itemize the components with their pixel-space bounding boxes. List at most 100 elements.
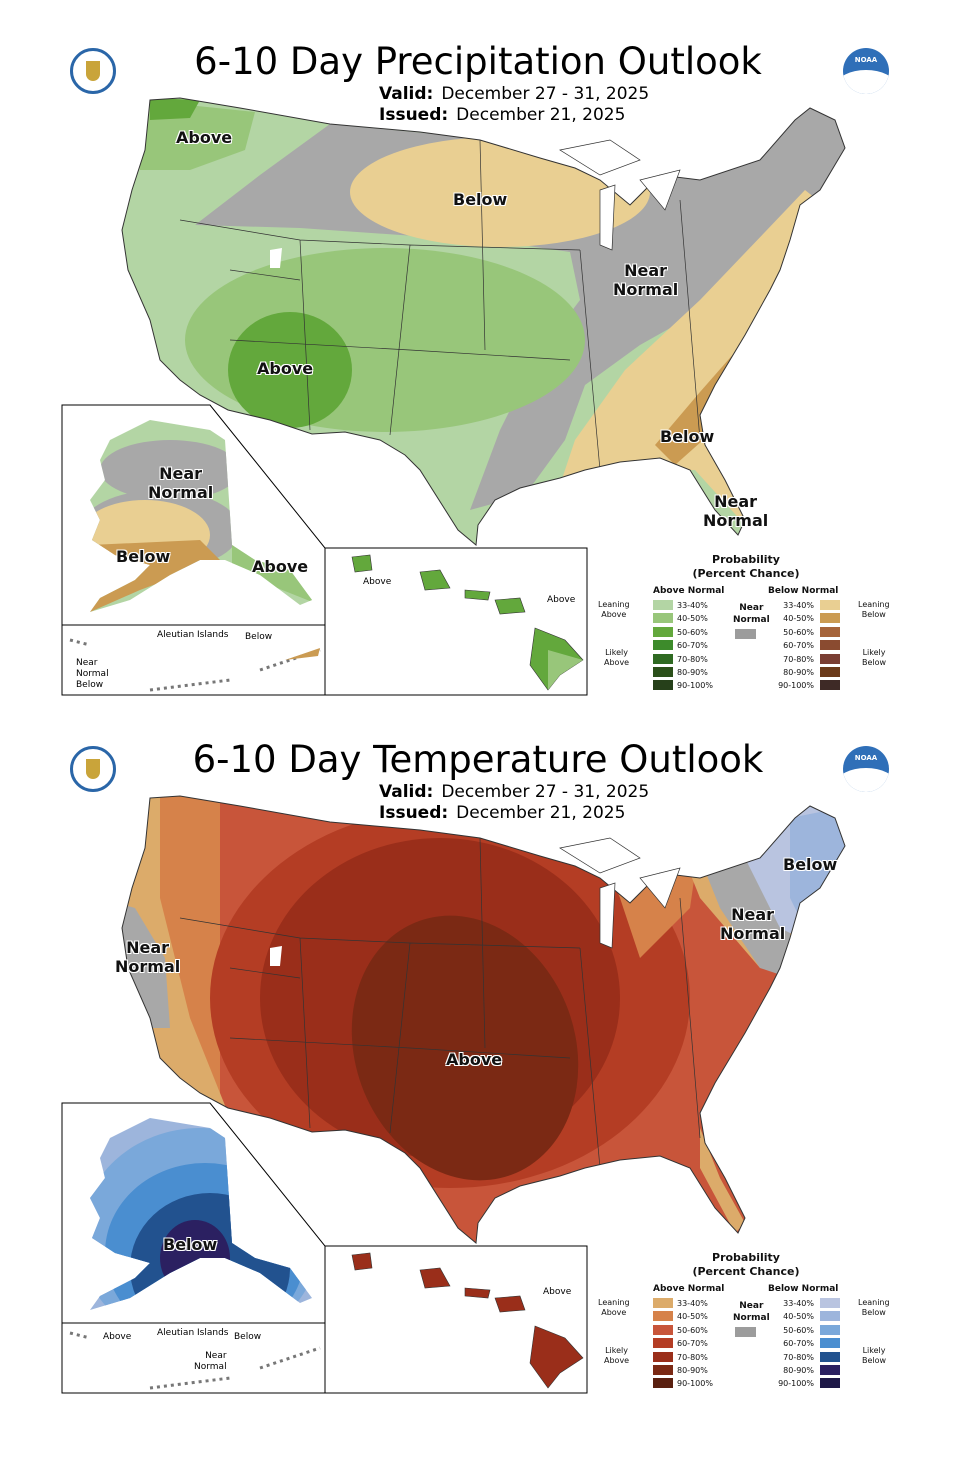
issued-label: Issued:	[379, 803, 449, 823]
legend-above-row: 50-60%	[653, 1324, 733, 1336]
legend-below-swatch	[820, 1324, 840, 1335]
legend-above-row: 60-70%	[653, 1338, 733, 1349]
legend-likely-below: Likely Below	[862, 1346, 887, 1365]
aleutians-below: Below	[234, 1332, 262, 1342]
legend-title: Probability (Percent Chance)	[692, 553, 800, 580]
noaa-logo-text: NOAA	[854, 754, 878, 762]
legend-above-swatch	[653, 680, 673, 691]
aleutians-near-normal-below: Near Normal Below	[76, 658, 109, 690]
legend-below-range: 33-40%	[783, 601, 814, 610]
legend-below-range: 70-80%	[783, 654, 814, 664]
label-ak-above: Above	[252, 557, 309, 576]
legend-above-swatch	[653, 613, 673, 624]
legend-above-range: 60-70%	[677, 641, 708, 651]
legend-below-row: 40-50%	[766, 613, 840, 624]
label-west-near-normal: Near Normal	[115, 938, 181, 976]
legend-above-swatch	[653, 1365, 673, 1375]
legend-below-row: 90-100%	[766, 680, 840, 691]
temp-valid: Valid: December 27 - 31, 2025	[379, 782, 649, 802]
legend-below-swatch	[820, 1378, 840, 1389]
legend-above-swatch	[653, 1338, 673, 1349]
aleutians-below: Below	[245, 632, 273, 642]
temp-legend: Probability (Percent Chance) Above Normal…	[596, 1248, 896, 1393]
legend-likely-above: Likely Above	[604, 1346, 630, 1365]
aleutians-title: Aleutian Islands	[157, 630, 229, 640]
legend-title: Probability (Percent Chance)	[692, 1251, 800, 1278]
legend-below-range: 40-50%	[783, 614, 814, 624]
valid-dates: December 27 - 31, 2025	[441, 84, 650, 104]
label-ak-below: Below	[116, 547, 171, 566]
legend-above-swatch	[653, 626, 673, 637]
legend-above-row: 40-50%	[653, 613, 733, 624]
issued-label: Issued:	[379, 105, 449, 125]
legend-above-row: 33-40%	[653, 1298, 733, 1309]
legend-near-normal-label: Near Normal	[733, 603, 770, 625]
legend-below-row: 60-70%	[766, 1338, 840, 1349]
legend-leaning-above: Leaning Above	[598, 1298, 630, 1317]
legend-below-range: 40-50%	[783, 1312, 814, 1322]
department-of-commerce-seal-icon	[70, 48, 116, 94]
legend-below-row: 50-60%	[766, 1324, 840, 1336]
legend-above-range: 90-100%	[677, 681, 713, 691]
legend-below-swatch	[820, 680, 840, 691]
legend-above-row: 70-80%	[653, 653, 733, 665]
legend-above-range: 80-90%	[677, 668, 708, 677]
temperature-outlook-panel: NOAA 6-10 Day Temperature Outlook Valid:…	[0, 698, 956, 1396]
legend-above-range: 50-60%	[677, 1325, 708, 1335]
aleutians-above: Above	[103, 1332, 132, 1342]
hawaii-above: Above	[543, 1287, 572, 1297]
label-ne-below: Below	[783, 855, 838, 874]
great-lakes	[559, 837, 681, 949]
legend-above-row: 80-90%	[653, 1365, 733, 1376]
department-of-commerce-seal-icon	[70, 746, 116, 792]
legend-above-range: 60-70%	[677, 1339, 708, 1349]
valid-label: Valid:	[379, 84, 434, 104]
legend-above-header: Above Normal	[653, 1284, 725, 1294]
label-fl-near-normal: Near Normal	[703, 492, 769, 530]
legend-above-range: 33-40%	[677, 601, 708, 610]
noaa-logo-text: NOAA	[854, 56, 878, 64]
hawaii-islands	[351, 1252, 584, 1389]
legend-below-swatch	[820, 600, 840, 610]
legend-below-row: 50-60%	[766, 626, 840, 638]
legend-below-swatch	[820, 667, 840, 677]
legend-above-swatch	[653, 1298, 673, 1308]
legend-below-swatch	[820, 1338, 840, 1349]
label-ak-near-normal: Near Normal	[148, 464, 214, 502]
legend-below-row: 70-80%	[766, 1351, 840, 1363]
label-ak-below: Below	[163, 1235, 218, 1254]
legend-below-range: 70-80%	[783, 1352, 814, 1362]
aleutians-title: Aleutian Islands	[157, 1328, 229, 1338]
great-lakes	[559, 139, 681, 251]
legend-above-swatch	[653, 640, 673, 651]
legend-above-swatch	[653, 653, 673, 664]
legend-below-swatch	[820, 640, 840, 651]
legend-above-row: 80-90%	[653, 667, 733, 678]
legend-above-range: 80-90%	[677, 1366, 708, 1375]
legend-likely-below: Likely Below	[862, 648, 887, 667]
legend-above-range: 40-50%	[677, 1312, 708, 1322]
legend-leaning-below: Leaning Below	[858, 1298, 890, 1317]
legend-leaning-below: Leaning Below	[858, 600, 890, 619]
legend-below-swatch	[820, 626, 840, 637]
legend-below-swatch	[820, 1351, 840, 1362]
legend-above-row: 90-100%	[653, 1378, 733, 1389]
temp-title: 6-10 Day Temperature Outlook	[192, 738, 764, 781]
legend-near-normal-swatch	[735, 629, 756, 639]
legend-below-row: 60-70%	[766, 640, 840, 651]
label-nw-above: Above	[176, 128, 233, 147]
precip-issued: Issued: December 21, 2025	[379, 105, 625, 125]
legend-below-range: 33-40%	[783, 1299, 814, 1308]
legend-below-row: 70-80%	[766, 653, 840, 665]
legend-above-header: Above Normal	[653, 586, 725, 596]
temp-issued: Issued: December 21, 2025	[379, 803, 625, 823]
legend-below-range: 90-100%	[778, 681, 814, 691]
legend-below-swatch	[820, 1365, 840, 1375]
noaa-logo-icon: NOAA	[843, 48, 889, 94]
east-below-region	[560, 190, 830, 525]
legend-likely-above: Likely Above	[604, 648, 630, 667]
legend-below-header: Below Normal	[768, 586, 839, 596]
legend-below-row: 33-40%	[766, 600, 840, 611]
legend-above-row: 50-60%	[653, 626, 733, 638]
state-borders	[179, 139, 701, 471]
